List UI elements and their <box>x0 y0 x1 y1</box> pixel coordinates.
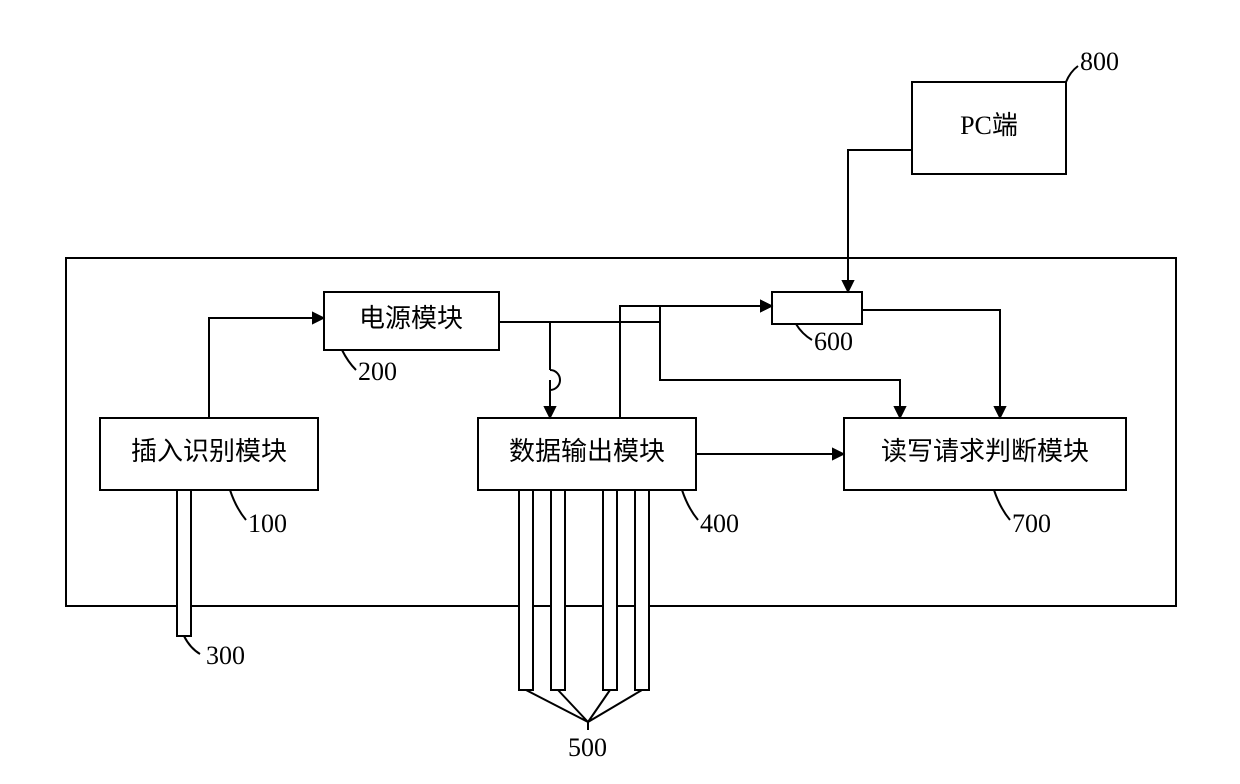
node-output-label: 数据输出模块 <box>509 437 665 466</box>
ref-100: 100 <box>248 509 287 538</box>
leader-400 <box>682 490 698 520</box>
leader-700 <box>994 490 1010 520</box>
node-power: 电源模块 <box>324 292 499 350</box>
pin-300 <box>177 490 191 636</box>
edge-usb-judge <box>862 310 1000 418</box>
node-pc-label: PC端 <box>960 111 1018 140</box>
edge-insert-power <box>209 318 324 418</box>
ref-400: 400 <box>700 509 739 538</box>
leader-300 <box>184 636 200 654</box>
pin-500-merge <box>526 690 642 730</box>
node-output: 数据输出模块 <box>478 418 696 490</box>
leader-800 <box>1066 66 1078 82</box>
ref-300: 300 <box>206 641 245 670</box>
pin-500-4 <box>635 490 649 690</box>
ref-800: 800 <box>1080 47 1119 76</box>
leader-200 <box>342 350 356 370</box>
ref-700: 700 <box>1012 509 1051 538</box>
pin-500-3 <box>603 490 617 690</box>
node-power-label: 电源模块 <box>359 304 463 333</box>
line-hop <box>550 370 560 390</box>
ref-600: 600 <box>814 327 853 356</box>
pin-500-1 <box>519 490 533 690</box>
node-judge: 读写请求判断模块 <box>844 418 1126 490</box>
ref-500: 500 <box>568 733 607 762</box>
node-pc: PC端 <box>912 82 1066 174</box>
node-insert: 插入识别模块 <box>100 418 318 490</box>
leader-600 <box>796 324 812 340</box>
node-judge-label: 读写请求判断模块 <box>881 437 1089 466</box>
ref-200: 200 <box>358 357 397 386</box>
edge-power-judge <box>660 322 900 418</box>
node-insert-label: 插入识别模块 <box>131 437 287 466</box>
edge-pc-usb <box>848 150 912 292</box>
pin-500-2 <box>551 490 565 690</box>
edge-power-usb <box>660 306 772 322</box>
leader-100 <box>230 490 246 520</box>
node-usb <box>772 292 862 324</box>
